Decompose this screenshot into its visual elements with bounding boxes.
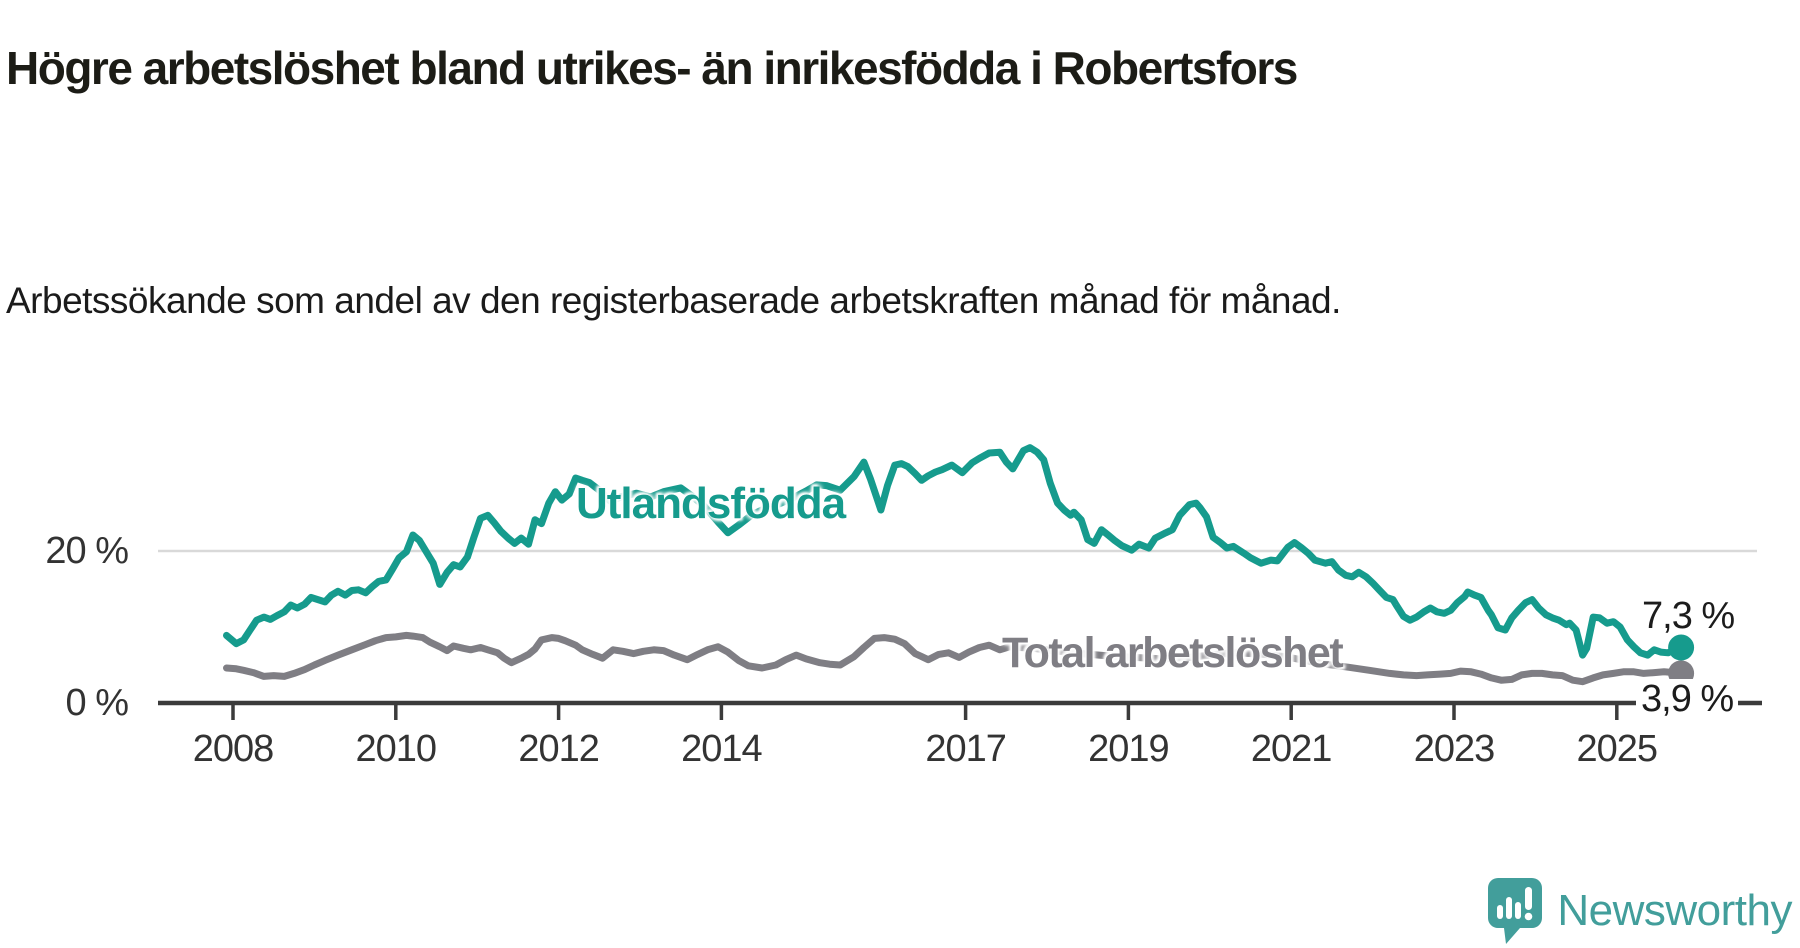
series-line-total	[223, 631, 1685, 686]
x-axis-ticks	[231, 703, 1619, 720]
series-label-total: Total arbetslöshet	[1002, 629, 1344, 677]
newsworthy-logo-text: Newsworthy	[1557, 886, 1792, 935]
x-axis-label: 2023	[1413, 728, 1496, 770]
x-axis-label: 2008	[192, 728, 275, 770]
x-axis-label: 2025	[1576, 728, 1659, 770]
x-axis-label: 2012	[518, 728, 600, 770]
series-line-utlandsfodda	[223, 444, 1685, 659]
series-end-dot-utlandsfodda	[1668, 634, 1695, 661]
x-axis-label: 2010	[355, 728, 438, 770]
newsworthy-logo-icon	[1488, 878, 1543, 944]
page-title: Högre arbetslöshet bland utrikes- än inr…	[6, 41, 1298, 94]
branding: Newsworthy	[1488, 878, 1792, 944]
series-label-utlandsfodda: Utlandsfödda	[576, 479, 846, 528]
end-value-label-utlandsfodda: 7,3 %	[1642, 595, 1735, 637]
y-axis-label: 0 %	[65, 682, 129, 724]
x-axis-label: 2019	[1088, 728, 1170, 770]
end-value-label-total: 3,9 %	[1636, 679, 1739, 719]
y-axis-label: 20 %	[45, 530, 129, 572]
x-axis-label: 2021	[1250, 728, 1333, 770]
chart-subtitle: Arbetssökande som andel av den registerb…	[6, 280, 1341, 321]
x-axis-label: 2017	[925, 728, 1007, 770]
x-axis-label: 2014	[681, 728, 763, 770]
